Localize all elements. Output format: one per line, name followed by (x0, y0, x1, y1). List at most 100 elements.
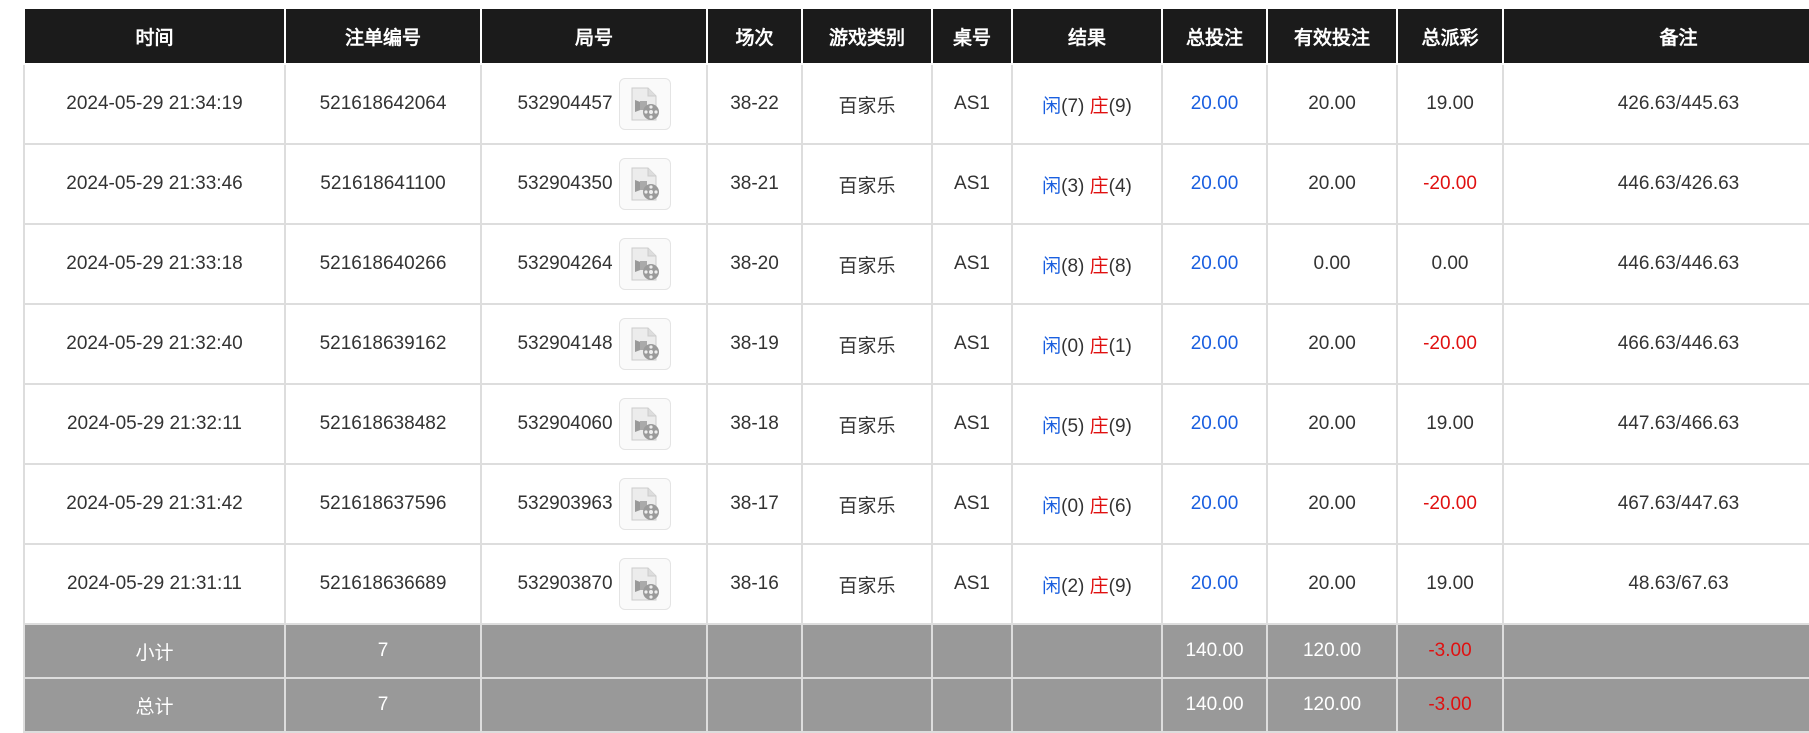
video-file-icon[interactable] (618, 78, 671, 130)
payout-cell: -20.00 (1396, 143, 1504, 225)
bet-id-cell: 521618638482 (284, 383, 482, 465)
valid-bet-cell: 0.00 (1266, 223, 1398, 305)
total-label: 总计 (23, 677, 286, 733)
note-cell: 446.63/426.63 (1502, 143, 1809, 225)
game-type-cell: 百家乐 (801, 63, 933, 145)
player-label: 闲 (1042, 335, 1062, 357)
column-header: 桌号 (931, 9, 1013, 65)
table-cell: AS1 (931, 463, 1013, 545)
video-file-icon[interactable] (618, 238, 671, 290)
result-cell: 闲(5) 庄(9) (1011, 383, 1163, 465)
video-file-icon[interactable] (618, 398, 671, 450)
bet-id-cell: 521618636689 (284, 543, 482, 625)
total-total-bet: 140.00 (1161, 677, 1268, 733)
time-cell: 2024-05-29 21:33:18 (23, 223, 286, 305)
shoe-cell: 38-19 (706, 303, 803, 385)
round-number: 532903870 (517, 573, 613, 594)
total-bet-cell: 20.00 (1161, 543, 1268, 625)
table-row: 2024-05-29 21:33:46 521618641100 5329043… (23, 143, 1809, 225)
table-cell: AS1 (931, 223, 1013, 305)
table-cell: AS1 (931, 303, 1013, 385)
result-cell: 闲(8) 庄(8) (1011, 223, 1163, 305)
round-number: 532904457 (517, 93, 613, 114)
column-header: 结果 (1011, 9, 1163, 65)
time-cell: 2024-05-29 21:34:19 (23, 63, 286, 145)
shoe-cell: 38-18 (706, 383, 803, 465)
column-header: 场次 (706, 9, 803, 65)
valid-bet-cell: 20.00 (1266, 463, 1398, 545)
valid-bet-cell: 20.00 (1266, 383, 1398, 465)
banker-score: (9) (1108, 575, 1132, 597)
video-file-icon[interactable] (618, 558, 671, 610)
bet-id-cell: 521618640266 (284, 223, 482, 305)
column-header: 局号 (480, 9, 708, 65)
total-bet-cell: 20.00 (1161, 463, 1268, 545)
result-cell: 闲(2) 庄(9) (1011, 543, 1163, 625)
banker-label: 庄 (1089, 95, 1109, 117)
shoe-cell: 38-17 (706, 463, 803, 545)
table-row: 2024-05-29 21:31:11 521618636689 5329038… (23, 543, 1809, 625)
valid-bet-cell: 20.00 (1266, 543, 1398, 625)
game-type-cell: 百家乐 (801, 143, 933, 225)
player-score: (0) (1061, 495, 1085, 517)
round-number: 532904060 (517, 413, 613, 434)
time-cell: 2024-05-29 21:31:11 (23, 543, 286, 625)
table-row: 2024-05-29 21:31:42 521618637596 5329039… (23, 463, 1809, 545)
total-row: 总计 7 140.00 120.00 -3.00 (23, 677, 1809, 733)
player-score: (0) (1061, 335, 1085, 357)
column-header: 总派彩 (1396, 9, 1504, 65)
round-cell: 532903870 (480, 543, 708, 625)
time-cell: 2024-05-29 21:31:42 (23, 463, 286, 545)
game-type-cell: 百家乐 (801, 463, 933, 545)
total-bet-cell: 20.00 (1161, 383, 1268, 465)
table-cell: AS1 (931, 63, 1013, 145)
video-file-icon[interactable] (618, 158, 671, 210)
note-cell: 467.63/447.63 (1502, 463, 1809, 545)
banker-label: 庄 (1089, 575, 1109, 597)
banker-label: 庄 (1089, 415, 1109, 437)
note-cell: 447.63/466.63 (1502, 383, 1809, 465)
banker-score: (9) (1108, 415, 1132, 437)
game-type-cell: 百家乐 (801, 383, 933, 465)
subtotal-valid-bet: 120.00 (1266, 623, 1398, 679)
payout-cell: -20.00 (1396, 303, 1504, 385)
shoe-cell: 38-22 (706, 63, 803, 145)
valid-bet-cell: 20.00 (1266, 63, 1398, 145)
column-header: 有效投注 (1266, 9, 1398, 65)
total-bet-cell: 20.00 (1161, 143, 1268, 225)
column-header: 时间 (23, 9, 286, 65)
result-cell: 闲(3) 庄(4) (1011, 143, 1163, 225)
bet-id-cell: 521618637596 (284, 463, 482, 545)
time-cell: 2024-05-29 21:33:46 (23, 143, 286, 225)
payout-cell: 19.00 (1396, 543, 1504, 625)
player-label: 闲 (1042, 495, 1062, 517)
round-cell: 532904457 (480, 63, 708, 145)
bet-id-cell: 521618639162 (284, 303, 482, 385)
table-cell: AS1 (931, 383, 1013, 465)
time-cell: 2024-05-29 21:32:11 (23, 383, 286, 465)
round-number: 532904350 (517, 173, 613, 194)
subtotal-label: 小计 (23, 623, 286, 679)
video-file-icon[interactable] (618, 318, 671, 370)
table-cell: AS1 (931, 143, 1013, 225)
video-file-icon[interactable] (618, 478, 671, 530)
player-score: (3) (1061, 175, 1085, 197)
column-header: 游戏类别 (801, 9, 933, 65)
player-score: (8) (1061, 255, 1085, 277)
table-row: 2024-05-29 21:32:40 521618639162 5329041… (23, 303, 1809, 385)
total-count: 7 (284, 677, 482, 733)
subtotal-total-bet: 140.00 (1161, 623, 1268, 679)
round-cell: 532904148 (480, 303, 708, 385)
banker-score: (8) (1108, 255, 1132, 277)
banker-score: (4) (1108, 175, 1132, 197)
subtotal-payout: -3.00 (1396, 623, 1504, 679)
banker-score: (9) (1108, 95, 1132, 117)
round-number: 532904264 (517, 253, 613, 274)
table-row: 2024-05-29 21:34:19 521618642064 5329044… (23, 63, 1809, 145)
round-number: 532904148 (517, 333, 613, 354)
banker-label: 庄 (1089, 335, 1109, 357)
player-score: (7) (1061, 95, 1085, 117)
note-cell: 466.63/446.63 (1502, 303, 1809, 385)
banker-label: 庄 (1089, 495, 1109, 517)
payout-cell: 0.00 (1396, 223, 1504, 305)
